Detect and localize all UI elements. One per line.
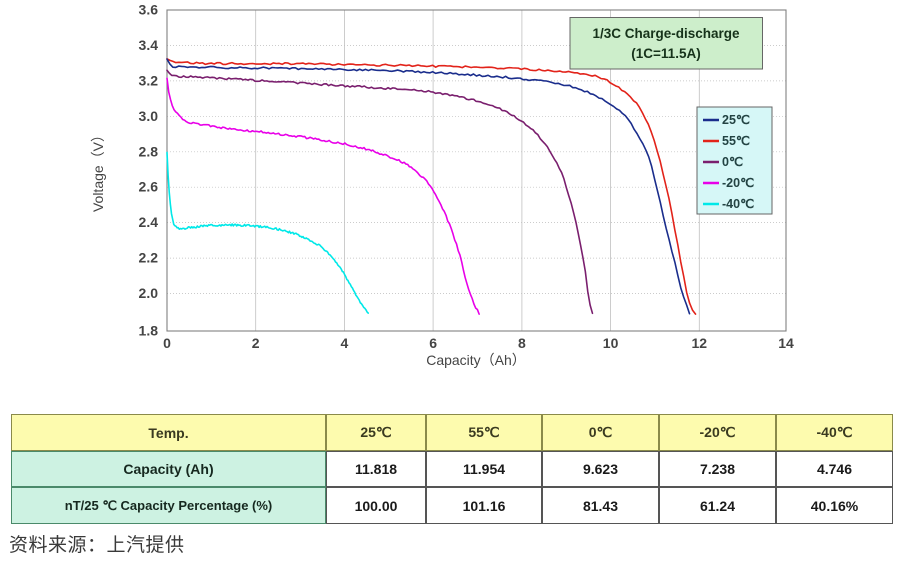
svg-text:-20℃: -20℃ xyxy=(722,176,754,190)
svg-text:8: 8 xyxy=(518,335,526,351)
svg-text:Capacity（Ah）: Capacity（Ah） xyxy=(426,352,526,368)
svg-text:2: 2 xyxy=(252,335,260,351)
svg-text:2.8: 2.8 xyxy=(139,143,159,159)
svg-text:0℃: 0℃ xyxy=(722,155,743,169)
svg-text:55℃: 55℃ xyxy=(722,134,750,148)
svg-text:3.2: 3.2 xyxy=(139,72,159,88)
svg-text:2.2: 2.2 xyxy=(139,250,159,266)
svg-text:4: 4 xyxy=(341,335,349,351)
svg-text:Voltage（V）: Voltage（V） xyxy=(90,128,106,212)
svg-text:2.6: 2.6 xyxy=(139,179,159,195)
svg-text:3.4: 3.4 xyxy=(139,37,159,53)
svg-text:(1C=11.5A): (1C=11.5A) xyxy=(631,46,700,61)
svg-text:10: 10 xyxy=(603,335,619,351)
svg-text:25℃: 25℃ xyxy=(722,113,750,127)
svg-text:2.0: 2.0 xyxy=(139,285,159,301)
svg-text:3.6: 3.6 xyxy=(139,2,159,18)
svg-text:1.8: 1.8 xyxy=(139,323,159,339)
svg-text:3.0: 3.0 xyxy=(139,108,159,124)
svg-text:-40℃: -40℃ xyxy=(722,197,754,211)
svg-text:6: 6 xyxy=(429,335,437,351)
svg-text:2.4: 2.4 xyxy=(139,214,159,230)
svg-text:1/3C Charge-discharge: 1/3C Charge-discharge xyxy=(592,26,740,41)
svg-text:14: 14 xyxy=(778,335,794,351)
svg-text:12: 12 xyxy=(692,335,708,351)
svg-text:0: 0 xyxy=(163,335,171,351)
